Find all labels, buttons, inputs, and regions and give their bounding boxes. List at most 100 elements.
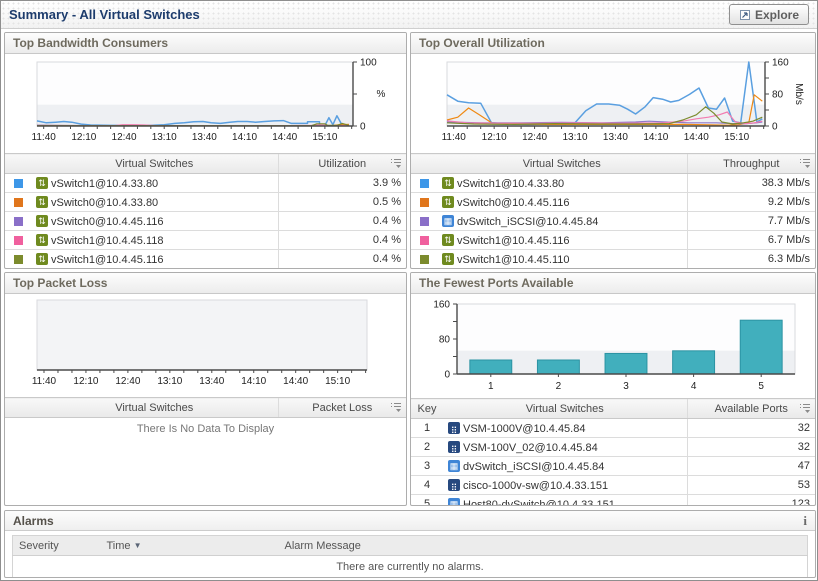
name-cell[interactable]: ⣶ cisco-1000v-sw@10.4.33.151	[443, 475, 687, 495]
name-cell[interactable]: ⇅ vSwitch1@10.4.45.116	[31, 249, 278, 268]
table-row[interactable]: ⇅ vSwitch1@10.4.45.110 6.3 Mb/s	[411, 249, 815, 268]
switch-name[interactable]: vSwitch1@10.4.45.116	[51, 253, 164, 266]
switch-name[interactable]: dvSwitch_iSCSI@10.4.45.84	[457, 215, 599, 228]
name-cell[interactable]: ⣶ VSM-1000V@10.4.45.84	[443, 419, 687, 438]
customizer-icon[interactable]	[799, 403, 811, 417]
value-cell: 6.7 Mb/s	[686, 230, 815, 250]
switch-name[interactable]: vSwitch1@10.4.45.118	[51, 234, 164, 247]
switch-name[interactable]: vSwitch1@10.4.45.116	[457, 234, 570, 247]
column-header-virtual-switches[interactable]: Virtual Switches	[31, 153, 278, 174]
swatch-cell	[5, 211, 31, 231]
svg-text:80: 80	[439, 335, 451, 346]
column-header-time[interactable]: Time ▼	[100, 535, 279, 556]
svg-text:160: 160	[433, 300, 450, 311]
svg-text:100: 100	[360, 58, 377, 69]
table-row[interactable]: ⇅ vSwitch1@10.4.33.80 38.3 Mb/s	[411, 173, 815, 193]
name-cell[interactable]: ⇅ vSwitch0@10.4.45.116	[31, 211, 278, 231]
switch-name[interactable]: dvSwitch_iSCSI@10.4.45.84	[463, 460, 605, 473]
svg-text:0: 0	[772, 122, 778, 133]
table-row[interactable]: 4 ⣶ cisco-1000v-sw@10.4.33.151 53	[411, 475, 815, 495]
svg-text:11:40: 11:40	[32, 376, 57, 387]
column-header-virtual-switches[interactable]: Virtual Switches	[437, 153, 687, 174]
series-swatch	[419, 197, 429, 207]
panel-title-fewest-ports: The Fewest Ports Available	[411, 273, 815, 294]
panel-alarms: Alarms i Severity Time ▼ Alarm Message T…	[4, 510, 816, 578]
svg-text:%: %	[377, 89, 386, 100]
value-cell: 7.7 Mb/s	[686, 211, 815, 231]
column-header-available-ports[interactable]: Available Ports	[686, 398, 815, 419]
name-cell[interactable]: ⇅ vSwitch1@10.4.45.110	[437, 249, 687, 268]
column-header-virtual-switches[interactable]: Virtual Switches	[443, 398, 687, 419]
value-cell: 3.9 %	[277, 173, 406, 193]
swatch-column-header	[411, 153, 437, 174]
utilization-table: Virtual Switches Throughput ⇅ vSwitch1@10…	[411, 153, 815, 268]
swatch-column-header	[5, 153, 31, 174]
swatch-cell	[5, 192, 31, 212]
table-header-row: Virtual Switches Utilization	[5, 153, 406, 174]
svg-text:12:40: 12:40	[115, 376, 140, 387]
value-cell: 123	[686, 494, 815, 505]
table-row[interactable]: 3 ▦ dvSwitch_iSCSI@10.4.45.84 47	[411, 456, 815, 476]
table-row[interactable]: ⇅ vSwitch0@10.4.45.116 0.4 %	[5, 211, 406, 231]
switch-name[interactable]: vSwitch0@10.4.33.80	[51, 196, 159, 209]
svg-text:15:10: 15:10	[325, 376, 350, 387]
explore-icon	[739, 9, 751, 21]
column-header-severity[interactable]: Severity	[12, 535, 101, 556]
switch-name[interactable]: vSwitch0@10.4.45.116	[457, 196, 570, 209]
svg-text:13:40: 13:40	[192, 132, 217, 143]
swatch-cell	[5, 249, 31, 268]
customizer-icon[interactable]	[390, 402, 402, 416]
column-header-key[interactable]: Key	[411, 398, 443, 419]
table-row[interactable]: ⇅ vSwitch1@10.4.45.118 0.4 %	[5, 230, 406, 250]
name-cell[interactable]: ⣶ VSM-100V_02@10.4.45.84	[443, 437, 687, 457]
switch-name[interactable]: cisco-1000v-sw@10.4.33.151	[463, 479, 609, 492]
table-row[interactable]: ⇅ vSwitch0@10.4.33.80 0.5 %	[5, 192, 406, 212]
switch-name[interactable]: Host80-dvSwitch@10.4.33.151	[463, 498, 615, 506]
table-row[interactable]: 1 ⣶ VSM-1000V@10.4.45.84 32	[411, 418, 815, 438]
column-header-virtual-switches[interactable]: Virtual Switches	[31, 397, 278, 418]
switch-name[interactable]: VSM-1000V@10.4.45.84	[463, 422, 586, 435]
svg-text:80: 80	[772, 90, 784, 101]
vswitch-icon: ⇅	[36, 233, 48, 246]
alarms-table: Severity Time ▼ Alarm Message There are …	[12, 535, 808, 577]
explore-button[interactable]: Explore	[728, 4, 809, 25]
vswitch-icon: ⇅	[36, 214, 48, 227]
table-row[interactable]: ⇅ vSwitch0@10.4.45.116 9.2 Mb/s	[411, 192, 815, 212]
table-row[interactable]: ⇅ vSwitch1@10.4.45.116 6.7 Mb/s	[411, 230, 815, 250]
column-header-utilization[interactable]: Utilization	[277, 153, 406, 174]
ports-bar-chart[interactable]: 0 80 160 1 2 3 4 5	[411, 294, 815, 398]
table-row[interactable]: ⇅ vSwitch1@10.4.45.116 0.4 %	[5, 249, 406, 268]
name-cell[interactable]: ⇅ vSwitch1@10.4.45.118	[31, 230, 278, 250]
column-header-throughput[interactable]: Throughput	[686, 153, 815, 174]
name-cell[interactable]: ⇅ vSwitch0@10.4.45.116	[437, 192, 687, 212]
key-cell: 4	[411, 475, 443, 495]
switch-name[interactable]: vSwitch1@10.4.45.110	[457, 253, 570, 266]
table-header-row: Key Virtual Switches Available Ports	[411, 398, 815, 419]
dvswitch-icon: ▦	[448, 459, 460, 472]
name-cell[interactable]: ▦ Host80-dvSwitch@10.4.33.151	[443, 494, 687, 506]
switch-name[interactable]: vSwitch1@10.4.33.80	[51, 177, 159, 190]
name-cell[interactable]: ⇅ vSwitch1@10.4.33.80	[437, 174, 687, 193]
packet-loss-chart[interactable]: 11:40 12:10 12:40 13:10 13:40 14:10 14:40 15:10	[5, 294, 406, 397]
table-row[interactable]: ⇅ vSwitch1@10.4.33.80 3.9 %	[5, 173, 406, 193]
switch-name[interactable]: vSwitch1@10.4.33.80	[457, 177, 565, 190]
name-cell[interactable]: ⇅ vSwitch1@10.4.33.80	[31, 174, 278, 193]
column-header-packet-loss[interactable]: Packet Loss	[277, 397, 406, 418]
customizer-icon[interactable]	[390, 158, 402, 172]
utilization-chart[interactable]: 11:40 12:10 12:40 13:10 13:40 14:10 14:40 15:10…	[411, 54, 815, 153]
name-cell[interactable]: ⇅ vSwitch0@10.4.33.80	[31, 192, 278, 212]
bandwidth-chart[interactable]: 11:40 12:10 12:40 13:10 13:40 14:10 14:40 15:10…	[5, 54, 406, 153]
switch-name[interactable]: VSM-100V_02@10.4.45.84	[463, 441, 598, 454]
switch-name[interactable]: vSwitch0@10.4.45.116	[51, 215, 164, 228]
name-cell[interactable]: ▦ dvSwitch_iSCSI@10.4.45.84	[437, 211, 687, 231]
info-icon[interactable]: i	[803, 513, 807, 528]
customizer-icon[interactable]	[799, 158, 811, 172]
table-row[interactable]: 5 ▦ Host80-dvSwitch@10.4.33.151 123	[411, 494, 815, 506]
table-row[interactable]: ▦ dvSwitch_iSCSI@10.4.45.84 7.7 Mb/s	[411, 211, 815, 231]
table-row[interactable]: 2 ⣶ VSM-100V_02@10.4.45.84 32	[411, 437, 815, 457]
column-header-alarm-message[interactable]: Alarm Message	[278, 535, 808, 556]
name-cell[interactable]: ⇅ vSwitch1@10.4.45.116	[437, 230, 687, 250]
dvswitch-icon: ▦	[442, 214, 454, 227]
svg-text:15:10: 15:10	[312, 132, 337, 143]
name-cell[interactable]: ▦ dvSwitch_iSCSI@10.4.45.84	[443, 456, 687, 476]
